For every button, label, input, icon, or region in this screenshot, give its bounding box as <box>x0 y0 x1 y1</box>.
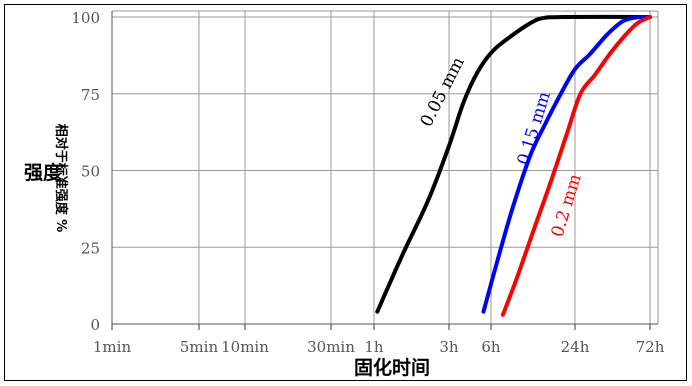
chart-frame <box>4 4 687 381</box>
y-tick-label: 25 <box>81 239 100 257</box>
series-line-0-15-mm <box>481 15 652 314</box>
x-tick-label: 30min <box>307 338 355 356</box>
y-tick-label: 0 <box>90 316 100 334</box>
x-tick-label: 6h <box>481 338 501 356</box>
x-tick-label: 3h <box>439 338 459 356</box>
x-tick-label: 10min <box>221 338 269 356</box>
series-label-0-15mm: 0.15 mm <box>514 89 555 167</box>
grid <box>112 10 659 324</box>
series-line-0-05-mm <box>375 14 652 314</box>
x-tick-label: 5min <box>180 338 219 356</box>
y-axis-title-main: 强度 <box>24 161 63 184</box>
x-tick-label: 1min <box>93 338 132 356</box>
y-axis-title-rotated: 相对于标准强度 % <box>53 124 69 233</box>
axes <box>111 11 658 330</box>
series-line-0-2-mm <box>500 15 652 317</box>
y-tick-label: 75 <box>81 86 100 104</box>
x-axis-title: 固化时间 <box>354 356 430 379</box>
y-tick-label: 50 <box>81 163 100 181</box>
series-label-0-2mm: 0.2 mm <box>548 172 586 240</box>
series-label-0-05mm: 0.05 mm <box>417 54 469 130</box>
x-tick-label: 1h <box>364 338 384 356</box>
series <box>375 14 652 317</box>
x-tick-labels: 1min 5min 10min 30min 1h 3h 6h 24h 72h <box>93 338 665 356</box>
y-tick-labels: 0 25 50 75 100 <box>71 9 100 334</box>
y-tick-label: 100 <box>71 9 100 27</box>
x-tick-label: 24h <box>561 338 590 356</box>
x-tick-label: 72h <box>636 338 665 356</box>
